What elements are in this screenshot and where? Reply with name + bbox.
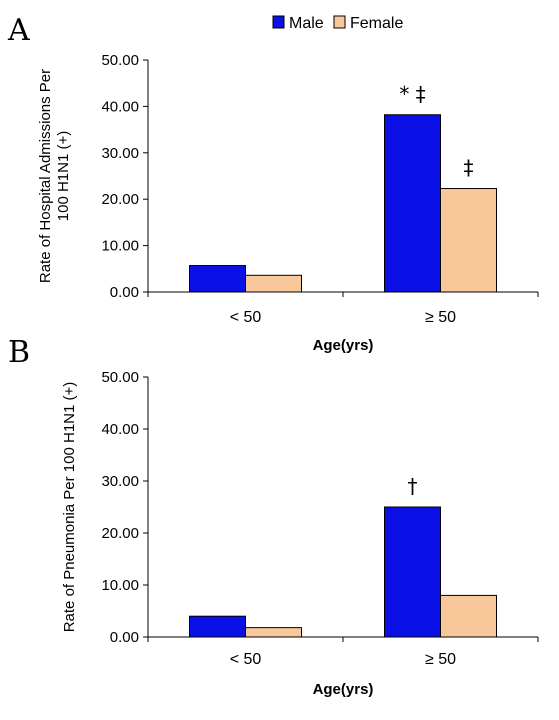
panel-a-chart: 0.00 10.00 20.00 30.00 40.00 50.00 < 50 ≥ 50 * ‡… <box>37 52 539 354</box>
significance-annotation: * ‡ <box>399 82 425 106</box>
legend-label-male: Male <box>289 15 324 32</box>
bar-female <box>245 274 302 293</box>
legend-swatch-female <box>333 15 346 29</box>
y-tick-label: 0.00 <box>110 284 139 301</box>
x-tick-label: ≥ 50 <box>425 309 456 326</box>
significance-annotation: ‡ <box>464 156 474 180</box>
bar-male <box>189 265 246 293</box>
y-axis-title: Rate of Pneumonia Per 100 H1N1 (+) <box>61 382 78 633</box>
bar-male <box>384 506 441 638</box>
y-tick-label: 30.00 <box>101 145 139 162</box>
y-tick-label: 0.00 <box>110 629 139 646</box>
x-tick-label: ≥ 50 <box>425 651 456 668</box>
y-tick-label: 10.00 <box>101 577 139 594</box>
y-tick-label: 40.00 <box>101 98 139 115</box>
y-tick-label: 30.00 <box>101 473 139 490</box>
panel-a-letter: A <box>7 13 30 48</box>
y-tick-label: 50.00 <box>101 369 139 386</box>
legend-label-female: Female <box>350 15 403 32</box>
panel-b-letter: B <box>8 335 30 370</box>
legend: Male Female <box>272 15 403 32</box>
x-axis-title: Age(yrs) <box>313 681 374 698</box>
y-tick-label: 50.00 <box>101 52 139 69</box>
y-tick-label: 20.00 <box>101 525 139 542</box>
y-axis-title: Rate of Hospital Admissions Per <box>37 69 54 283</box>
legend-swatch-male <box>272 15 285 29</box>
bar-female <box>440 594 497 638</box>
bar-male <box>384 114 441 293</box>
bar-male <box>189 615 246 638</box>
x-tick-label: < 50 <box>230 309 262 326</box>
x-tick-label: < 50 <box>230 651 262 668</box>
panel-b-chart: 0.00 10.00 20.00 30.00 40.00 50.00 < 50 ≥ 50 † Ag… <box>61 369 539 698</box>
y-axis-title: 100 H1N1 (+) <box>55 131 72 221</box>
significance-annotation: † <box>408 474 418 498</box>
y-tick-label: 20.00 <box>101 191 139 208</box>
bar-female <box>245 627 302 638</box>
y-tick-label: 10.00 <box>101 238 139 255</box>
x-axis-title: Age(yrs) <box>313 337 374 354</box>
bar-female <box>440 188 497 293</box>
y-tick-label: 40.00 <box>101 421 139 438</box>
